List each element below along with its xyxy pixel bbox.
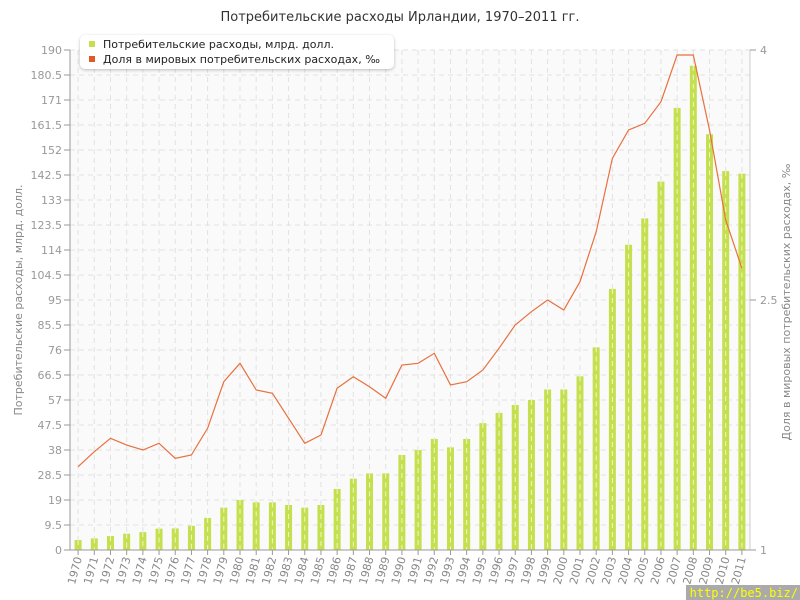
y-tick-label-left: 9.5 [45,519,63,532]
bar-1971 [90,538,98,550]
y-tick-label-left: 161.5 [31,119,63,132]
y-tick-label-left: 66.5 [38,369,63,382]
y-tick-label-left: 57 [48,394,62,407]
bar-2008 [689,65,697,550]
bar-1973 [123,533,131,550]
y-tick-label-left: 104.5 [31,269,63,282]
y-axis-title-right: Доля в мировых потребительских расходах,… [780,163,793,440]
bar-1987 [349,478,357,550]
chart-title: Потребительские расходы Ирландии, 1970–2… [220,10,580,25]
bar-2011 [738,173,746,550]
bar-1972 [106,536,114,550]
legend-item-share[interactable]: Доля в мировых потребительских расходах,… [89,53,380,66]
legend-label: Доля в мировых потребительских расходах,… [103,53,380,66]
y-tick-label-left: 180.5 [31,69,63,82]
y-tick-label-left: 142.5 [31,169,63,182]
legend-swatch-line [89,56,95,62]
watermark[interactable]: http://be5.biz/ [685,585,800,600]
bar-1982 [268,502,276,550]
y-axis-title-left: Потребительские расходы, млрд. долл. [12,185,25,416]
y-tick-label-left: 19 [48,494,62,507]
bar-1974 [139,532,147,550]
line-series-share [77,54,743,468]
bar-1993 [446,447,454,550]
y-tick-label-left: 0 [55,544,62,557]
y-tick-label-left: 123.5 [31,219,63,232]
bar-1981 [252,502,260,550]
bar-2007 [673,107,681,550]
y-tick-label-left: 76 [48,344,62,357]
y-tick-label-left: 171 [41,94,62,107]
y-tick-label-right: 4 [760,44,767,57]
y-tick-label-left: 152 [41,144,62,157]
bar-1999 [544,389,552,550]
y-tick-label-right: 2.5 [760,294,778,307]
y-tick-label-left: 133 [41,194,62,207]
y-tick-label-left: 47.5 [38,419,63,432]
bar-2001 [576,376,584,550]
legend-swatch-bar [89,41,95,47]
bar-1978 [204,517,212,550]
y-tick-label-right: 1 [760,544,767,557]
legend-item-spending[interactable]: Потребительские расходы, млрд. долл. [89,38,334,51]
y-tick-label-left: 95 [48,294,62,307]
y-tick-label-left: 114 [41,244,62,257]
bar-1996 [495,412,503,550]
y-tick-label-left: 38 [48,444,62,457]
legend: Потребительские расходы, млрд. долл. Дол… [80,35,394,69]
plot-area [70,50,750,550]
y-tick-label-left: 190 [41,44,62,57]
bar-2004 [625,244,633,550]
y-tick-label-left: 85.5 [38,319,63,332]
legend-label: Потребительские расходы, млрд. долл. [103,38,334,51]
y-tick-label-left: 28.5 [38,469,63,482]
bar-2000 [560,389,568,550]
bar-1980 [236,500,244,550]
